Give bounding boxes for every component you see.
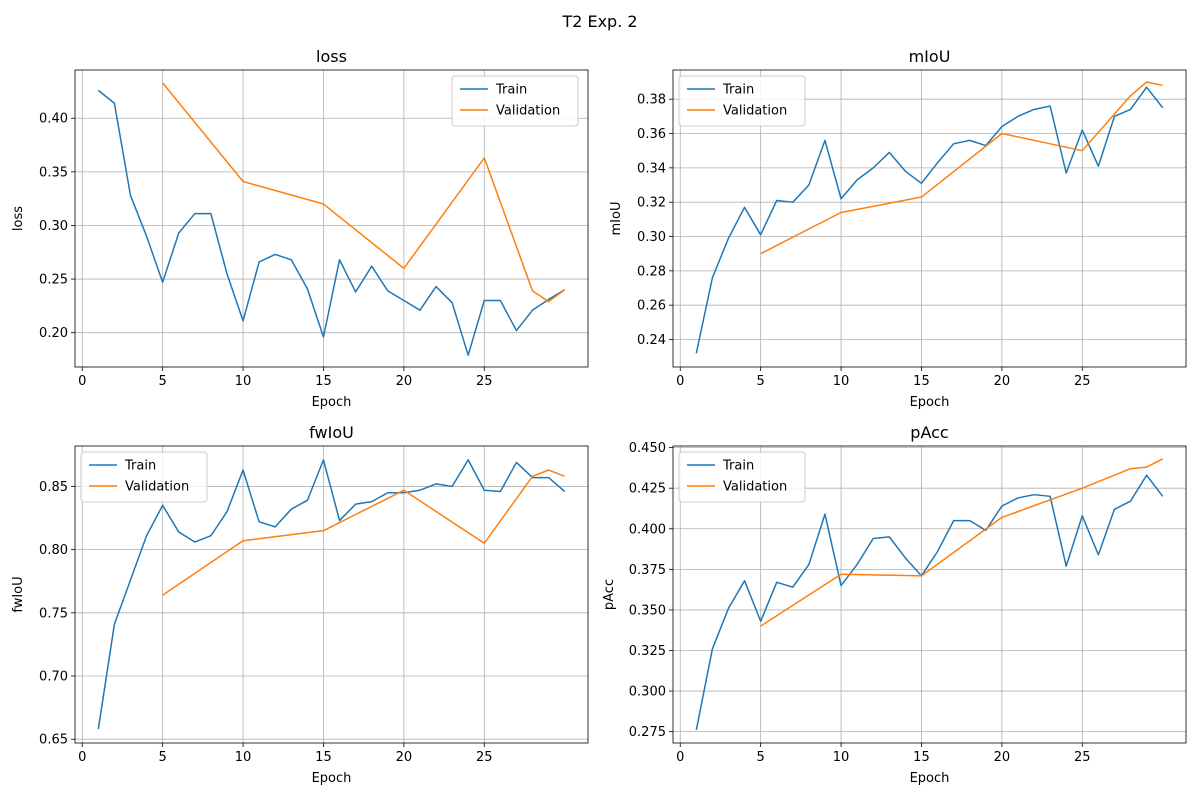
x-tick-label: 15 <box>913 750 930 765</box>
validation-series-line <box>162 82 566 303</box>
y-tick-label: 0.32 <box>637 196 666 211</box>
x-axis-label: Epoch <box>312 395 352 410</box>
x-tick-label: 20 <box>396 750 413 765</box>
x-tick-label: 5 <box>757 750 765 765</box>
x-tick-label: 25 <box>476 750 493 765</box>
x-tick-label: 0 <box>78 750 86 765</box>
train-legend-label: Train <box>722 459 754 474</box>
x-axis-label: Epoch <box>312 771 352 786</box>
x-tick-label: 5 <box>757 374 765 389</box>
plot-frame <box>672 69 1187 368</box>
y-axis-label: mIoU <box>609 202 624 236</box>
y-tick-label: 0.30 <box>39 219 68 234</box>
x-tick-label: 5 <box>159 750 167 765</box>
chart-title: fwIoU <box>309 423 354 442</box>
x-tick-label: 5 <box>159 374 167 389</box>
y-tick-label: 0.30 <box>637 230 666 245</box>
x-tick-label: 15 <box>315 750 332 765</box>
y-axis-label: pAcc <box>602 579 617 610</box>
train-legend-label: Train <box>722 83 754 98</box>
x-tick-label: 0 <box>78 374 86 389</box>
y-tick-label: 0.275 <box>629 725 666 740</box>
y-axis-label: fwIoU <box>11 576 26 612</box>
y-tick-label: 0.325 <box>629 644 666 659</box>
y-tick-label: 0.80 <box>39 543 68 558</box>
figure-title: T2 Exp. 2 <box>562 12 638 31</box>
y-axis-label: loss <box>11 206 26 231</box>
y-tick-label: 0.25 <box>39 273 68 288</box>
plot-frame <box>74 69 589 368</box>
validation-legend-label: Validation <box>496 104 560 119</box>
plot-frame <box>74 445 589 744</box>
x-tick-label: 20 <box>994 374 1011 389</box>
x-tick-label: 15 <box>913 374 930 389</box>
y-tick-label: 0.375 <box>629 563 666 578</box>
x-tick-label: 10 <box>235 374 252 389</box>
miou-chart: 0 5 10 15 20 25 0.24 0.26 0.28 0.30 0.32 0.34 0.36 0.… <box>609 47 1187 410</box>
y-tick-label: 0.85 <box>39 480 68 495</box>
train-series-line <box>695 86 1164 354</box>
validation-legend-label: Validation <box>125 480 189 495</box>
y-tick-label: 0.28 <box>637 264 666 279</box>
x-tick-label: 0 <box>676 374 684 389</box>
x-axis-label: Epoch <box>910 395 950 410</box>
y-tick-label: 0.425 <box>629 482 666 497</box>
train-legend-label: Train <box>124 459 156 474</box>
y-tick-label: 0.38 <box>637 93 666 108</box>
validation-legend-label: Validation <box>723 104 787 119</box>
y-tick-label: 0.34 <box>637 161 666 176</box>
pacc-chart: 0 5 10 15 20 25 0.275 0.300 0.325 0.350 0.375 0.400… <box>602 423 1187 786</box>
loss-chart: 0 5 10 15 20 25 0.20 0.25 0.30 0.35 0.40 loss Epoch l… <box>11 47 589 410</box>
x-tick-label: 20 <box>396 374 413 389</box>
validation-series-line <box>760 458 1164 627</box>
y-tick-label: 0.450 <box>629 441 666 456</box>
x-tick-label: 0 <box>676 750 684 765</box>
x-axis-label: Epoch <box>910 771 950 786</box>
y-tick-label: 0.36 <box>637 127 666 142</box>
x-tick-label: 25 <box>476 374 493 389</box>
y-tick-label: 0.26 <box>637 299 666 314</box>
y-tick-label: 0.350 <box>629 603 666 618</box>
train-series-line <box>97 89 566 356</box>
train-series-line <box>695 474 1164 731</box>
y-tick-label: 0.75 <box>39 606 68 621</box>
chart-title: mIoU <box>909 47 951 66</box>
x-tick-label: 10 <box>235 750 252 765</box>
y-tick-label: 0.400 <box>629 522 666 537</box>
validation-series-line <box>162 469 565 596</box>
y-tick-label: 0.35 <box>39 165 68 180</box>
x-tick-label: 10 <box>833 374 850 389</box>
train-series-line <box>97 459 566 730</box>
train-legend-label: Train <box>495 83 527 98</box>
y-tick-label: 0.300 <box>629 685 666 700</box>
x-tick-label: 25 <box>1074 750 1091 765</box>
x-tick-label: 15 <box>315 374 332 389</box>
y-tick-label: 0.40 <box>39 112 68 127</box>
x-tick-label: 25 <box>1074 374 1091 389</box>
chart-title: loss <box>316 47 347 66</box>
plot-frame <box>672 445 1187 744</box>
validation-series-line <box>760 81 1163 255</box>
y-tick-label: 0.24 <box>637 333 666 348</box>
validation-legend-label: Validation <box>723 480 787 495</box>
chart-title: pAcc <box>910 423 948 442</box>
y-tick-label: 0.20 <box>39 326 68 341</box>
y-tick-label: 0.65 <box>39 733 68 748</box>
x-tick-label: 10 <box>833 750 850 765</box>
x-tick-label: 20 <box>994 750 1011 765</box>
y-tick-label: 0.70 <box>39 670 68 685</box>
fwiou-chart: 0 5 10 15 20 25 0.65 0.70 0.75 0.80 0.85 fwIoU Epoch… <box>11 423 589 786</box>
